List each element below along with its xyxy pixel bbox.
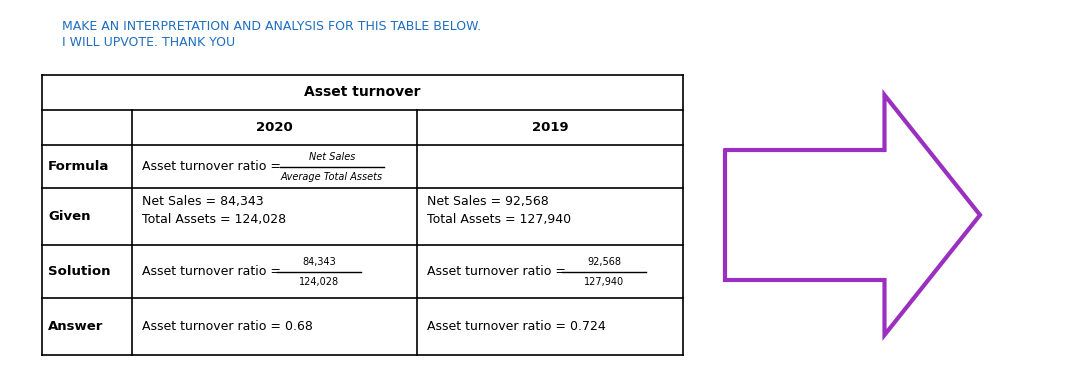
Text: Net Sales = 84,343: Net Sales = 84,343 [142, 196, 264, 208]
Text: Average Total Assets: Average Total Assets [281, 172, 383, 182]
Text: 127,940: 127,940 [584, 277, 624, 287]
Text: Net Sales = 92,568: Net Sales = 92,568 [426, 196, 549, 208]
Text: Net Sales: Net Sales [309, 152, 355, 161]
Text: Asset turnover ratio =: Asset turnover ratio = [142, 160, 285, 173]
Text: Total Assets = 124,028: Total Assets = 124,028 [142, 214, 286, 226]
Text: Given: Given [48, 210, 90, 223]
Text: 92,568: 92,568 [587, 257, 621, 266]
Text: 84,343: 84,343 [303, 257, 336, 266]
Text: Formula: Formula [48, 160, 110, 173]
Text: Asset turnover ratio = 0.68: Asset turnover ratio = 0.68 [142, 320, 313, 333]
Text: Solution: Solution [48, 265, 111, 278]
Text: Answer: Answer [48, 320, 103, 333]
Text: Asset turnover ratio = 0.724: Asset turnover ratio = 0.724 [426, 320, 605, 333]
Text: Asset turnover ratio =: Asset turnover ratio = [142, 265, 285, 278]
Text: Asset turnover ratio =: Asset turnover ratio = [426, 265, 570, 278]
Text: 2020: 2020 [256, 121, 293, 134]
Text: 124,028: 124,028 [299, 277, 339, 287]
Text: Asset turnover: Asset turnover [304, 86, 421, 99]
Text: MAKE AN INTERPRETATION AND ANALYSIS FOR THIS TABLE BELOW.: MAKE AN INTERPRETATION AND ANALYSIS FOR … [62, 20, 481, 33]
Text: Total Assets = 127,940: Total Assets = 127,940 [426, 214, 571, 226]
Text: I WILL UPVOTE. THANK YOU: I WILL UPVOTE. THANK YOU [62, 36, 235, 49]
Text: 2019: 2019 [532, 121, 569, 134]
